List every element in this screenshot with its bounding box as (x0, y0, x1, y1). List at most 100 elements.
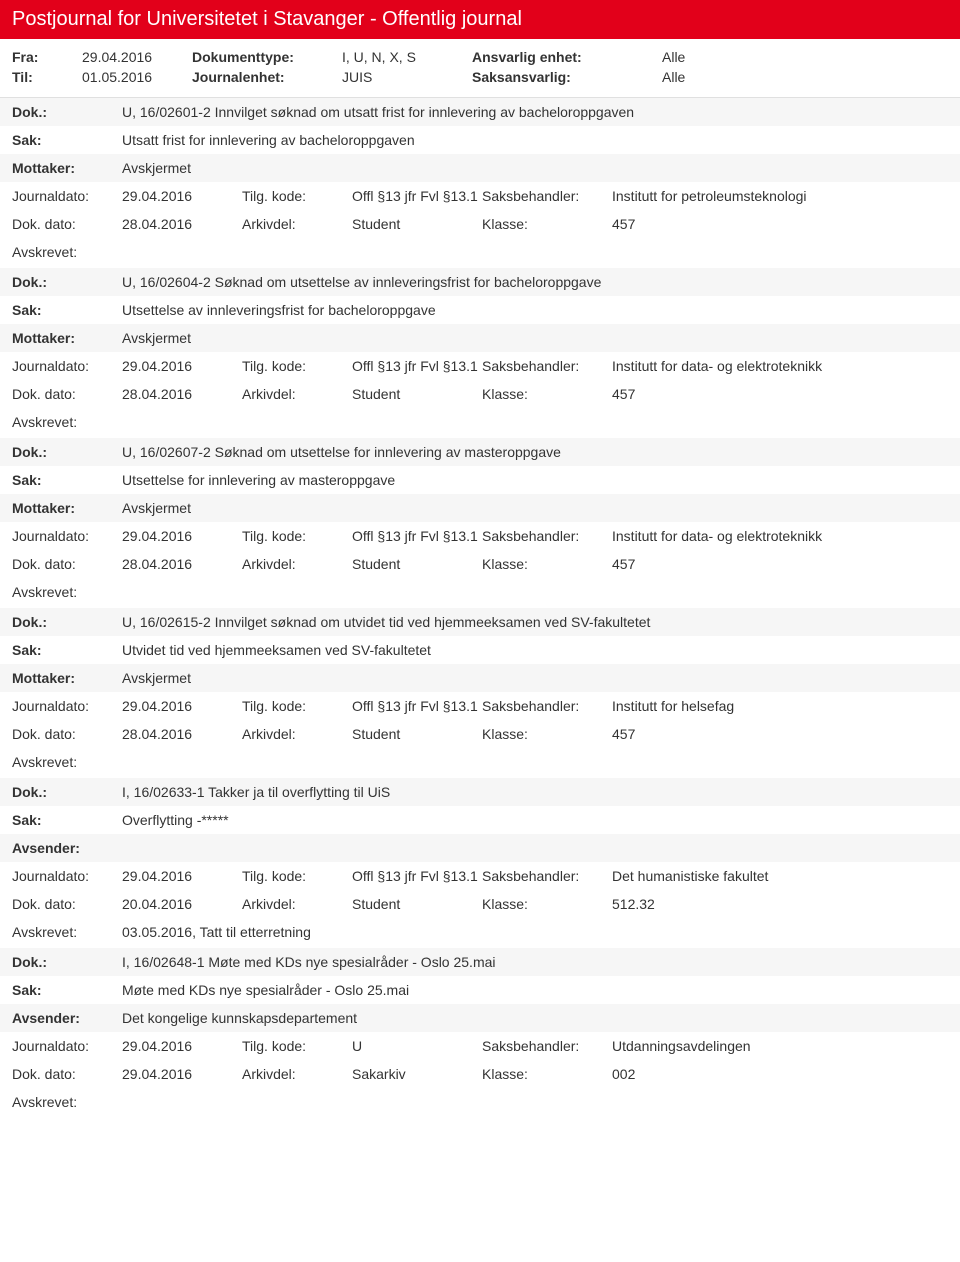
saksbehandler-value: Utdanningsavdelingen (612, 1038, 960, 1054)
journaldato-value: 29.04.2016 (122, 868, 242, 884)
journaldato-value: 29.04.2016 (122, 528, 242, 544)
saksbehandler-label: Saksbehandler: (482, 868, 612, 884)
klasse-value: 457 (612, 726, 960, 742)
dokdato-value: 20.04.2016 (122, 896, 242, 912)
dok-label: Dok.: (12, 104, 122, 120)
saksbehandler-label: Saksbehandler: (482, 188, 612, 204)
journal-entry: Dok.: U, 16/02615-2 Innvilget søknad om … (0, 608, 960, 776)
row-avskrevet: Avskrevet: (0, 1088, 960, 1116)
arkivdel-value: Student (352, 556, 482, 572)
dokdato-label: Dok. dato: (12, 216, 122, 232)
dokdato-value: 28.04.2016 (122, 386, 242, 402)
dok-label: Dok.: (12, 444, 122, 460)
row-dokdato: Dok. dato: 28.04.2016 Arkivdel: Student … (0, 380, 960, 408)
row-avskrevet: Avskrevet: (0, 748, 960, 776)
avskrevet-label: Avskrevet: (12, 924, 122, 940)
arkivdel-value: Student (352, 896, 482, 912)
arkivdel-value: Student (352, 726, 482, 742)
avskrevet-label: Avskrevet: (12, 754, 122, 770)
row-dokdato: Dok. dato: 28.04.2016 Arkivdel: Student … (0, 720, 960, 748)
row-avskrevet: Avskrevet: (0, 238, 960, 266)
saksbehandler-value: Institutt for data- og elektroteknikk (612, 358, 960, 374)
arkivdel-label: Arkivdel: (242, 216, 352, 232)
arkivdel-value: Sakarkiv (352, 1066, 482, 1082)
party-value: Avskjermet (122, 160, 960, 176)
meta-saksansvarlig-value: Alle (662, 69, 762, 85)
row-dok: Dok.: U, 16/02615-2 Innvilget søknad om … (0, 608, 960, 636)
meta-journalenhet-value: JUIS (342, 69, 462, 85)
row-party: Avsender: (0, 834, 960, 862)
avskrevet-value: 03.05.2016, Tatt til etterretning (122, 924, 960, 940)
journal-entry: Dok.: U, 16/02607-2 Søknad om utsettelse… (0, 438, 960, 606)
row-dok: Dok.: U, 16/02607-2 Søknad om utsettelse… (0, 438, 960, 466)
row-avskrevet: Avskrevet: (0, 578, 960, 606)
arkivdel-label: Arkivdel: (242, 386, 352, 402)
party-label: Avsender: (12, 1010, 122, 1026)
dokdato-value: 28.04.2016 (122, 556, 242, 572)
sak-value: Overflytting -***** (122, 812, 960, 828)
journaldato-label: Journaldato: (12, 698, 122, 714)
sak-label: Sak: (12, 982, 122, 998)
party-value: Avskjermet (122, 330, 960, 346)
dok-label: Dok.: (12, 784, 122, 800)
sak-label: Sak: (12, 132, 122, 148)
klasse-label: Klasse: (482, 726, 612, 742)
tilgkode-label: Tilg. kode: (242, 698, 352, 714)
tilgkode-value: Offl §13 jfr Fvl §13.1 (352, 188, 482, 204)
sak-label: Sak: (12, 812, 122, 828)
meta-journalenhet-label: Journalenhet: (192, 69, 332, 85)
sak-value: Utsettelse for innlevering av masteroppg… (122, 472, 960, 488)
party-value: Avskjermet (122, 500, 960, 516)
tilgkode-label: Tilg. kode: (242, 1038, 352, 1054)
meta-saksansvarlig-label: Saksansvarlig: (472, 69, 652, 85)
row-journaldato: Journaldato: 29.04.2016 Tilg. kode: Offl… (0, 182, 960, 210)
saksbehandler-value: Institutt for data- og elektroteknikk (612, 528, 960, 544)
journaldato-label: Journaldato: (12, 528, 122, 544)
row-dokdato: Dok. dato: 28.04.2016 Arkivdel: Student … (0, 210, 960, 238)
klasse-value: 512.32 (612, 896, 960, 912)
tilgkode-value: Offl §13 jfr Fvl §13.1 (352, 358, 482, 374)
row-dokdato: Dok. dato: 28.04.2016 Arkivdel: Student … (0, 550, 960, 578)
saksbehandler-label: Saksbehandler: (482, 698, 612, 714)
sak-value: Utvidet tid ved hjemmeeksamen ved SV-fak… (122, 642, 960, 658)
row-journaldato: Journaldato: 29.04.2016 Tilg. kode: Offl… (0, 522, 960, 550)
meta-fra-label: Fra: (12, 49, 72, 65)
party-label: Mottaker: (12, 330, 122, 346)
row-avskrevet: Avskrevet: 03.05.2016, Tatt til etterret… (0, 918, 960, 946)
saksbehandler-value: Det humanistiske fakultet (612, 868, 960, 884)
saksbehandler-value: Institutt for petroleumsteknologi (612, 188, 960, 204)
row-dok: Dok.: I, 16/02648-1 Møte med KDs nye spe… (0, 948, 960, 976)
meta-ansvarlig-value: Alle (662, 49, 762, 65)
row-sak: Sak: Overflytting -***** (0, 806, 960, 834)
dok-value: I, 16/02648-1 Møte med KDs nye spesialrå… (122, 954, 960, 970)
tilgkode-label: Tilg. kode: (242, 358, 352, 374)
row-party: Mottaker: Avskjermet (0, 324, 960, 352)
dokdato-label: Dok. dato: (12, 896, 122, 912)
klasse-value: 457 (612, 386, 960, 402)
row-sak: Sak: Utsettelse for innlevering av maste… (0, 466, 960, 494)
klasse-label: Klasse: (482, 556, 612, 572)
tilgkode-value: Offl §13 jfr Fvl §13.1 (352, 868, 482, 884)
dokdato-label: Dok. dato: (12, 726, 122, 742)
journal-entry: Dok.: U, 16/02604-2 Søknad om utsettelse… (0, 268, 960, 436)
dok-value: U, 16/02607-2 Søknad om utsettelse for i… (122, 444, 960, 460)
journaldato-value: 29.04.2016 (122, 358, 242, 374)
klasse-value: 002 (612, 1066, 960, 1082)
saksbehandler-label: Saksbehandler: (482, 1038, 612, 1054)
tilgkode-value: Offl §13 jfr Fvl §13.1 (352, 528, 482, 544)
dok-value: U, 16/02601-2 Innvilget søknad om utsatt… (122, 104, 960, 120)
saksbehandler-label: Saksbehandler: (482, 358, 612, 374)
row-dokdato: Dok. dato: 20.04.2016 Arkivdel: Student … (0, 890, 960, 918)
meta-fra-value: 29.04.2016 (82, 49, 182, 65)
sak-value: Utsettelse av innleveringsfrist for bach… (122, 302, 960, 318)
dok-label: Dok.: (12, 954, 122, 970)
journaldato-label: Journaldato: (12, 358, 122, 374)
dokdato-value: 29.04.2016 (122, 1066, 242, 1082)
journaldato-value: 29.04.2016 (122, 698, 242, 714)
arkivdel-label: Arkivdel: (242, 896, 352, 912)
party-label: Mottaker: (12, 160, 122, 176)
dok-value: U, 16/02615-2 Innvilget søknad om utvide… (122, 614, 960, 630)
saksbehandler-value: Institutt for helsefag (612, 698, 960, 714)
row-sak: Sak: Møte med KDs nye spesialråder - Osl… (0, 976, 960, 1004)
journaldato-label: Journaldato: (12, 868, 122, 884)
